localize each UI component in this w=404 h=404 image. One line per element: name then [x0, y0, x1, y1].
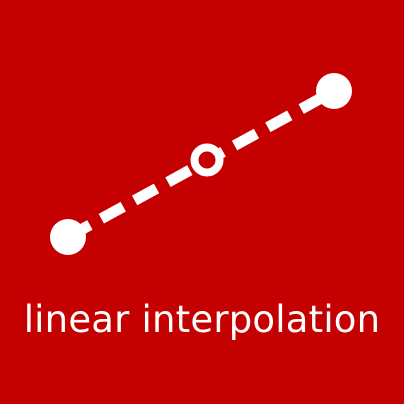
end-point-icon [316, 73, 352, 109]
dashed-connector-line [65, 86, 337, 242]
start-point-icon [50, 219, 86, 255]
interpolated-point-icon [190, 143, 224, 177]
caption-label: linear interpolation [23, 298, 381, 341]
